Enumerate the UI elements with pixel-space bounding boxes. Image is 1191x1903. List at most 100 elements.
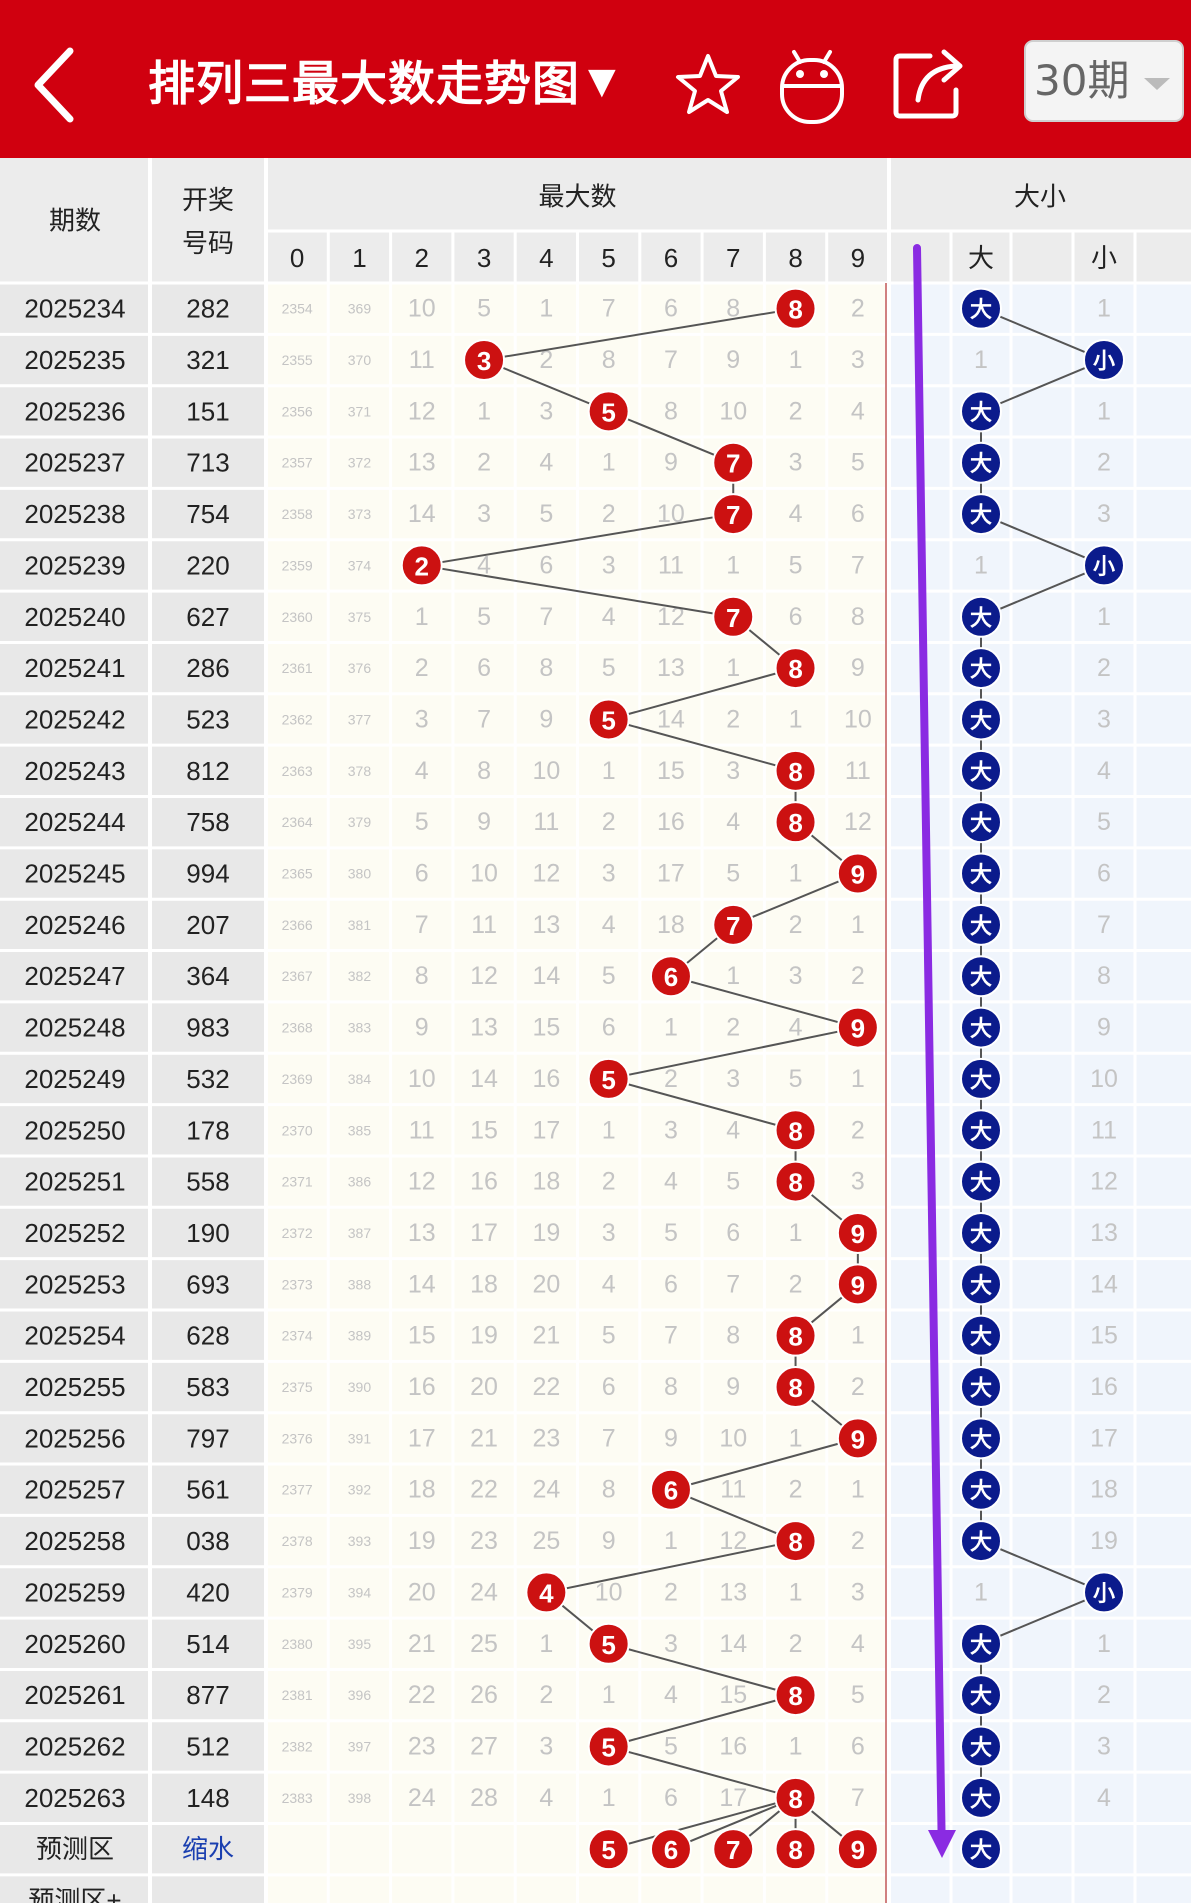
miss-count: 16 <box>532 1065 560 1093</box>
miss-count: 4 <box>539 449 553 477</box>
header-digit-1: 1 <box>352 243 366 273</box>
miss-count: 1 <box>851 1476 865 1504</box>
miss-count: 381 <box>348 917 372 933</box>
max-number-ball-label: 8 <box>788 1373 802 1403</box>
miss-count: 8 <box>851 603 865 631</box>
miss-count: 16 <box>408 1373 436 1401</box>
row-period: 2025249 <box>24 1064 125 1094</box>
size-trend-line <box>980 307 1105 361</box>
trend-line <box>546 1540 796 1594</box>
size-ball-label: 大 <box>970 965 992 990</box>
header-digit-7: 7 <box>726 243 740 273</box>
share-icon[interactable] <box>890 46 966 120</box>
size-ball: 大 <box>960 595 1002 638</box>
miss-count: 11 <box>409 346 435 374</box>
size-ball-label: 大 <box>970 811 992 836</box>
miss-count: 3 <box>851 1578 865 1606</box>
miss-count: 10 <box>532 757 560 785</box>
miss-count: 5 <box>477 603 491 631</box>
miss-count: 2378 <box>282 1533 313 1549</box>
miss-count: 2 <box>789 1270 803 1298</box>
header-digit-6: 6 <box>664 243 678 273</box>
size-ball: 大 <box>960 1622 1002 1665</box>
miss-count: 6 <box>664 1270 678 1298</box>
size-ball: 大 <box>960 1468 1002 1511</box>
miss-count: 379 <box>348 814 372 830</box>
miss-count: 2354 <box>282 301 313 317</box>
miss-count: 5 <box>789 1065 803 1093</box>
miss-count: 378 <box>348 763 372 779</box>
max-number-ball: 5 <box>587 1057 630 1100</box>
max-number-ball-label: 5 <box>601 1065 615 1095</box>
miss-count: 23 <box>408 1732 436 1760</box>
grid-lines <box>0 158 1191 1903</box>
miss-count: 9 <box>726 346 740 374</box>
size-ball-label: 大 <box>970 1786 992 1811</box>
back-arrow-icon[interactable] <box>30 45 80 125</box>
miss-count: 4 <box>602 1270 616 1298</box>
miss-count: 1 <box>664 1014 678 1042</box>
miss-count: 2 <box>726 1014 740 1042</box>
size-ball: 小 <box>1083 1571 1125 1614</box>
row-draw-number: 321 <box>186 345 229 375</box>
row-draw-number: 561 <box>186 1475 229 1505</box>
max-number-ball-label: 8 <box>788 654 802 684</box>
miss-count: 12 <box>408 1168 436 1196</box>
robot-icon[interactable] <box>776 40 848 126</box>
prediction-plus-label[interactable]: 预测区+ <box>28 1886 121 1903</box>
miss-count: 6 <box>415 860 429 888</box>
miss-count: 12 <box>470 962 498 990</box>
row-draw-number: 532 <box>186 1064 229 1094</box>
miss-count: 17 <box>532 1116 560 1144</box>
max-number-ball-label: 8 <box>788 295 802 325</box>
miss-count: 28 <box>470 1784 498 1812</box>
miss-count: 2 <box>789 1630 803 1658</box>
row-period: 2025237 <box>24 448 125 478</box>
size-ball-label: 大 <box>970 1273 992 1298</box>
miss-count: 380 <box>348 866 372 882</box>
miss-count: 1 <box>602 1116 616 1144</box>
row-period: 2025257 <box>24 1475 125 1505</box>
max-number-ball: 8 <box>774 749 817 792</box>
miss-count: 5 <box>726 860 740 888</box>
miss-count: 2355 <box>282 352 313 368</box>
size-ball: 大 <box>960 1263 1002 1306</box>
max-number-ball: 9 <box>836 1211 879 1254</box>
shrink-link[interactable]: 缩水 <box>182 1834 234 1864</box>
miss-count: 4 <box>664 1168 678 1196</box>
row-draw-number: 514 <box>186 1629 229 1659</box>
miss-count: 2 <box>726 705 740 733</box>
miss-count: 22 <box>470 1476 498 1504</box>
max-number-ball-label: 8 <box>788 757 802 787</box>
miss-count: 1 <box>602 757 616 785</box>
page-title[interactable]: 排列三最大数走势图 <box>148 57 580 112</box>
trend-line <box>421 513 734 567</box>
max-number-ball-label: 7 <box>726 911 740 941</box>
miss-count: 2 <box>664 1065 678 1093</box>
trend-line <box>670 1437 859 1491</box>
row-period: 2025254 <box>24 1321 125 1351</box>
miss-count: 376 <box>348 660 372 676</box>
max-number-ball: 5 <box>587 390 630 433</box>
max-number-ball-label: 9 <box>851 860 865 890</box>
row-draw-number: 151 <box>186 396 229 426</box>
miss-count: 10 <box>470 860 498 888</box>
miss-count: 2373 <box>282 1276 313 1292</box>
miss-count: 17 <box>657 860 685 888</box>
miss-count: 25 <box>532 1527 560 1555</box>
period-select[interactable]: 30期 <box>1024 40 1184 122</box>
trend-line <box>670 975 859 1029</box>
size-trend-line <box>980 1540 1105 1594</box>
miss-count: 2 <box>789 911 803 939</box>
miss-count: 371 <box>348 403 372 419</box>
small-miss-count: 11 <box>1091 1116 1117 1144</box>
row-draw-number: 512 <box>186 1731 229 1761</box>
favorite-star-icon[interactable] <box>674 52 742 116</box>
title-dropdown-caret[interactable]: ▼ <box>588 61 616 102</box>
miss-count: 24 <box>408 1784 436 1812</box>
miss-count: 1 <box>789 346 803 374</box>
max-number-ball-label: 6 <box>664 962 678 992</box>
miss-count: 15 <box>532 1014 560 1042</box>
miss-count: 24 <box>470 1578 498 1606</box>
header-digit-8: 8 <box>788 243 802 273</box>
